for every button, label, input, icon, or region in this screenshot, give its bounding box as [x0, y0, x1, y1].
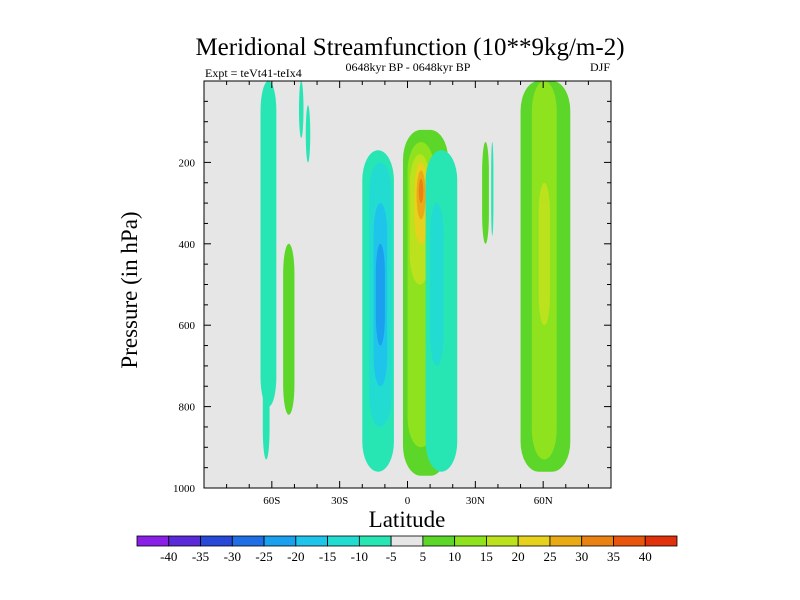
- contour-cell-sh-top-neg2: [305, 105, 311, 163]
- colorbar-label: 10: [448, 549, 461, 564]
- axis-ticks: 60S 30S 0 30N 60N 200 400 600 800 1000: [173, 80, 612, 507]
- colorbar-label: -20: [287, 549, 304, 564]
- time-label: 0648kyr BP - 0648kyr BP: [346, 60, 471, 74]
- y-tick-label: 200: [179, 157, 196, 169]
- x-tick-label: 60N: [534, 495, 553, 507]
- contour-band-nh-pos-35: [482, 142, 489, 244]
- colorbar-swatch: [358, 535, 392, 547]
- colorbar-label: -35: [192, 549, 209, 564]
- x-tick-label: 0: [405, 495, 411, 507]
- colorbar-swatch: [644, 535, 678, 547]
- colorbar-label: -5: [386, 549, 397, 564]
- colorbar-swatch: [390, 535, 424, 547]
- colorbar-swatch: [549, 535, 583, 547]
- y-tick-label: 400: [179, 239, 196, 251]
- colorbar-swatch: [327, 535, 360, 547]
- colorbar-label: -25: [255, 549, 272, 564]
- colorbar-swatch: [517, 535, 551, 547]
- colorbar-swatch: [231, 535, 265, 547]
- x-tick-label: 30N: [466, 495, 485, 507]
- y-tick-label: 800: [179, 402, 196, 414]
- colorbar-swatch: [295, 535, 328, 547]
- experiment-label: Expt = teVt41-teIx4: [205, 66, 302, 80]
- contour-band-nh-pos-15: [538, 182, 550, 326]
- colorbar-swatch: [422, 535, 456, 547]
- x-tick-label: 60S: [263, 495, 280, 507]
- chart-title: Meridional Streamfunction (10**9kg/m-2): [195, 34, 624, 61]
- colorbar-swatch: [581, 535, 614, 547]
- colorbar-swatch: [613, 535, 646, 547]
- contour-band-sh-pos: [283, 243, 295, 415]
- contour-band-sh-narrow-neg: [262, 325, 270, 460]
- contour-cell-south-neg-20: [375, 243, 385, 346]
- colorbar-label: -40: [160, 549, 177, 564]
- colorbar-swatch: [168, 535, 201, 547]
- contour-cell-sh-top-neg: [298, 81, 304, 138]
- colorbar-label: 40: [639, 549, 652, 564]
- contour-fills: [260, 81, 571, 476]
- contour-cell-eq-pos-30: [418, 178, 424, 204]
- contour-cell-north-neg-10: [430, 203, 444, 366]
- colorbar-swatch: [454, 535, 487, 547]
- colorbar-label: -10: [351, 549, 368, 564]
- colorbar-label: -15: [319, 549, 336, 564]
- colorbar-label: 30: [575, 549, 588, 564]
- y-tick-label: 1000: [173, 483, 196, 495]
- colorbar-swatch: [136, 535, 170, 547]
- colorbar-label: 20: [512, 549, 525, 564]
- colorbar: -40 -35 -30 -25 -20 -15 -10 -5 5 10 15 20 25 30 35 40: [136, 535, 678, 564]
- colorbar-label: 25: [543, 549, 556, 564]
- colorbar-label: 15: [480, 549, 493, 564]
- colorbar-swatch: [200, 535, 233, 547]
- season-label: DJF: [590, 60, 610, 74]
- contour-band-nh-neg-37: [491, 142, 494, 236]
- colorbar-swatch: [486, 535, 519, 547]
- contour-band-sh-upper-neg: [260, 81, 277, 407]
- colorbar-label: 5: [420, 549, 427, 564]
- colorbar-swatch: [263, 535, 297, 547]
- colorbar-label: -30: [224, 549, 241, 564]
- x-tick-label: 30S: [331, 495, 348, 507]
- x-axis-label: Latitude: [369, 507, 446, 532]
- y-axis-label: Pressure (in hPa): [117, 211, 142, 368]
- colorbar-label: 35: [607, 549, 620, 564]
- y-tick-label: 600: [179, 320, 196, 332]
